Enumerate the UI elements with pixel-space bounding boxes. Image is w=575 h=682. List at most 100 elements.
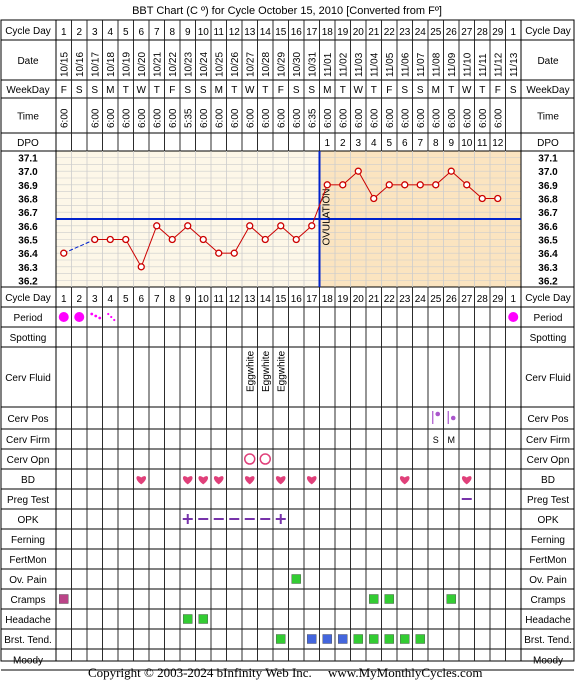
footer-site-link: www.MyMonthlyCycles.com xyxy=(328,665,482,680)
cycle-day-label: 11 xyxy=(214,27,225,38)
temp-point xyxy=(463,181,471,189)
cycle-day-label-bottom: 10 xyxy=(198,294,210,305)
weekday-label: T xyxy=(231,85,237,96)
temp-point xyxy=(168,235,176,244)
weekday-label: S xyxy=(293,85,300,96)
cycle-day-label-bottom: 2 xyxy=(76,294,82,305)
bd-heart-icon xyxy=(461,476,472,485)
date-label: 10/16 xyxy=(75,52,86,77)
row-label-opk: OPK xyxy=(17,515,38,526)
cycle-day-label-bottom: 11 xyxy=(214,294,225,305)
cycle-day-label-bottom: 4 xyxy=(107,294,113,305)
temp-point xyxy=(153,222,161,230)
weekday-label: S xyxy=(308,85,315,96)
date-label: 11/06 xyxy=(400,52,411,77)
temp-point xyxy=(215,249,223,257)
time-label: 6:00 xyxy=(462,108,473,128)
time-label: 6:00 xyxy=(168,108,179,128)
y-tick-label-right: 36.7 xyxy=(538,208,558,219)
weekday-label: F xyxy=(169,85,175,96)
temp-line-segment xyxy=(311,184,328,227)
row-label-ov_pain: Ov. Pain xyxy=(9,575,47,586)
cycle-day-label: 18 xyxy=(322,27,334,38)
bd-heart-icon xyxy=(275,476,286,485)
cycle-day-label-bottom: 29 xyxy=(492,294,504,305)
period-light-marker xyxy=(90,312,94,316)
row-label-right-dpo: DPO xyxy=(537,138,559,149)
cerv-open-marker xyxy=(244,453,256,465)
time-label: 6:00 xyxy=(292,108,303,128)
cycle-day-label: 2 xyxy=(76,27,82,38)
time-label: 6:00 xyxy=(276,108,287,128)
dpo-label: 2 xyxy=(340,138,346,149)
row-label-right-brst_tend: Brst. Tend. xyxy=(524,635,572,646)
row-label-right-fertmon: FertMon xyxy=(529,555,566,566)
row-label-right-ferning: Ferning xyxy=(531,535,565,546)
bd-heart-icon xyxy=(244,476,255,485)
cycle-day-label-bottom: 13 xyxy=(244,294,256,305)
date-label: 10/17 xyxy=(90,52,101,77)
weekday-label: W xyxy=(462,85,472,96)
row-label-right-cerv_fluid: Cerv Fluid xyxy=(525,373,571,384)
cerv-open-marker xyxy=(259,453,271,465)
y-tick-label: 36.4 xyxy=(18,249,38,260)
time-label: 6:00 xyxy=(447,108,458,128)
cycle-day-label-bottom: 19 xyxy=(337,294,349,305)
time-label: 6:00 xyxy=(354,108,365,128)
time-label: 6:00 xyxy=(199,108,210,128)
temp-point xyxy=(308,222,316,230)
dpo-label: 11 xyxy=(477,138,488,149)
cycle-day-label-bottom: 25 xyxy=(430,294,442,305)
weekday-label: F xyxy=(61,85,67,96)
date-label: 10/23 xyxy=(183,52,194,77)
weekday-label: T xyxy=(479,85,485,96)
cycle-day-label: 6 xyxy=(138,27,144,38)
dpo-label: 3 xyxy=(355,138,361,149)
date-label: 11/13 xyxy=(509,52,520,77)
cycle-day-label: 15 xyxy=(275,27,287,38)
cycle-day-label-bottom: 17 xyxy=(306,294,318,305)
date-label: 10/22 xyxy=(168,52,179,77)
cycle-day-label-bottom: 15 xyxy=(275,294,287,305)
brst-tend-marker xyxy=(338,634,348,644)
cramps-marker xyxy=(446,594,456,604)
cramps-marker xyxy=(384,594,394,604)
cycle-day-label: 5 xyxy=(123,27,129,38)
temp-point xyxy=(401,181,409,189)
temp-point xyxy=(230,249,238,257)
date-label: 11/08 xyxy=(431,52,442,77)
cycle-day-label: 23 xyxy=(399,27,411,38)
weekday-label: S xyxy=(200,85,207,96)
row-label-right-ov_pain: Ov. Pain xyxy=(529,575,567,586)
dpo-label: 5 xyxy=(386,138,392,149)
weekday-label: W xyxy=(137,85,147,96)
row-label-right-moody: Moody xyxy=(533,656,563,667)
y-tick-label: 36.6 xyxy=(18,222,38,233)
row-label-cerv_firm: Cerv Firm xyxy=(6,435,50,446)
y-tick-label-right: 36.2 xyxy=(538,277,558,288)
temp-point xyxy=(478,194,486,203)
row-label-cerv_pos: Cerv Pos xyxy=(7,414,48,425)
row-label-cramps: Cramps xyxy=(10,595,45,606)
row-label-right-cramps: Cramps xyxy=(530,595,565,606)
y-tick-label-right: 36.6 xyxy=(538,222,558,233)
weekday-label: S xyxy=(401,85,408,96)
brst-tend-marker xyxy=(276,634,286,644)
brst-tend-marker xyxy=(322,634,332,644)
weekday-label: T xyxy=(371,85,377,96)
period-light-marker xyxy=(94,314,98,318)
date-label: 10/31 xyxy=(307,52,318,77)
weekday-label: T xyxy=(448,85,454,96)
ov-pain-marker xyxy=(291,574,301,584)
weekday-label: T xyxy=(340,85,346,96)
cramps-marker xyxy=(59,594,69,604)
bd-heart-icon xyxy=(399,476,410,485)
row-label-right-preg_test: Preg Test xyxy=(527,495,569,506)
weekday-label: W xyxy=(245,85,255,96)
date-label: 11/11 xyxy=(478,53,489,77)
cycle-day-label-bottom: 5 xyxy=(123,294,129,305)
temp-point xyxy=(137,263,145,271)
cramps-marker xyxy=(369,594,379,604)
temp-point xyxy=(184,222,192,230)
row-label-right-headache: Headache xyxy=(525,615,571,626)
